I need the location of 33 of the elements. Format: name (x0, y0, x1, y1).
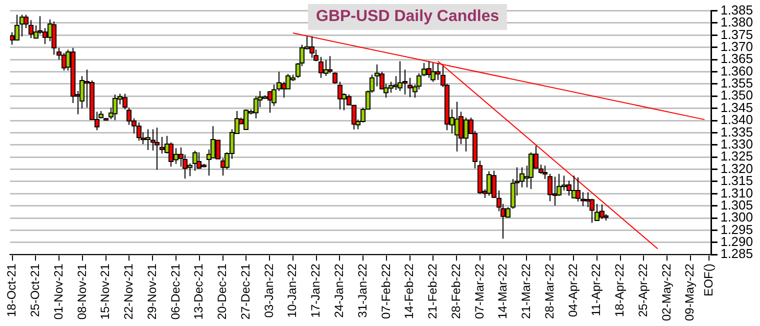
x-tick-label: 11-Apr-22 (589, 263, 604, 316)
y-tick-label: 1.385 (720, 2, 754, 18)
x-tick-label: 25-Apr-22 (636, 263, 650, 318)
x-tick-label: 06-Dec-21 (168, 263, 182, 320)
x-tick-label: 13-Dec-21 (192, 263, 206, 320)
x-tick-label: 21-Mar-22 (519, 263, 534, 319)
x-tick-label: 03-Jan-22 (262, 263, 276, 318)
x-tick-label: 01-Nov-21 (51, 263, 66, 320)
x-tick-label: 17-Jan-22 (308, 263, 323, 318)
x-tick-label: 07-Feb-22 (378, 263, 393, 320)
x-tick-label: 28-Mar-22 (542, 263, 556, 319)
x-tick-label: 29-Nov-21 (144, 263, 159, 320)
x-tick-label: 28-Feb-22 (448, 263, 463, 320)
x-tick-label: 09-May-22 (682, 263, 697, 321)
x-tick-label: 14-Feb-22 (402, 263, 416, 320)
x-tick-label: 14-Mar-22 (496, 263, 510, 319)
x-tick-label: 24-Jan-22 (332, 263, 346, 318)
x-tick-label: 22-Nov-21 (122, 263, 136, 320)
x-tick-label: 25-Oct-21 (28, 263, 42, 317)
x-tick-label: 20-Dec-21 (215, 263, 230, 320)
x-tick-label: 31-Jan-22 (355, 263, 370, 318)
x-tick-label: 27-Dec-21 (238, 263, 252, 320)
x-tick-label: 10-Jan-22 (285, 263, 300, 318)
x-tick-label: 18-Apr-22 (612, 263, 627, 318)
x-tick-label: 08-Nov-21 (74, 263, 89, 320)
x-tick-label: 15-Nov-21 (98, 263, 112, 320)
x-tick-label: 07-Mar-22 (472, 263, 486, 319)
x-tick-label: 21-Feb-22 (426, 263, 440, 320)
chart-title: GBP-USD Daily Candles (308, 4, 508, 30)
x-tick-label: 02-May-22 (659, 263, 674, 321)
x-tick-label: EOF() (701, 264, 716, 296)
x-tick-label: 04-Apr-22 (566, 263, 580, 318)
x-tick-label: 18-Oct-21 (4, 263, 19, 317)
